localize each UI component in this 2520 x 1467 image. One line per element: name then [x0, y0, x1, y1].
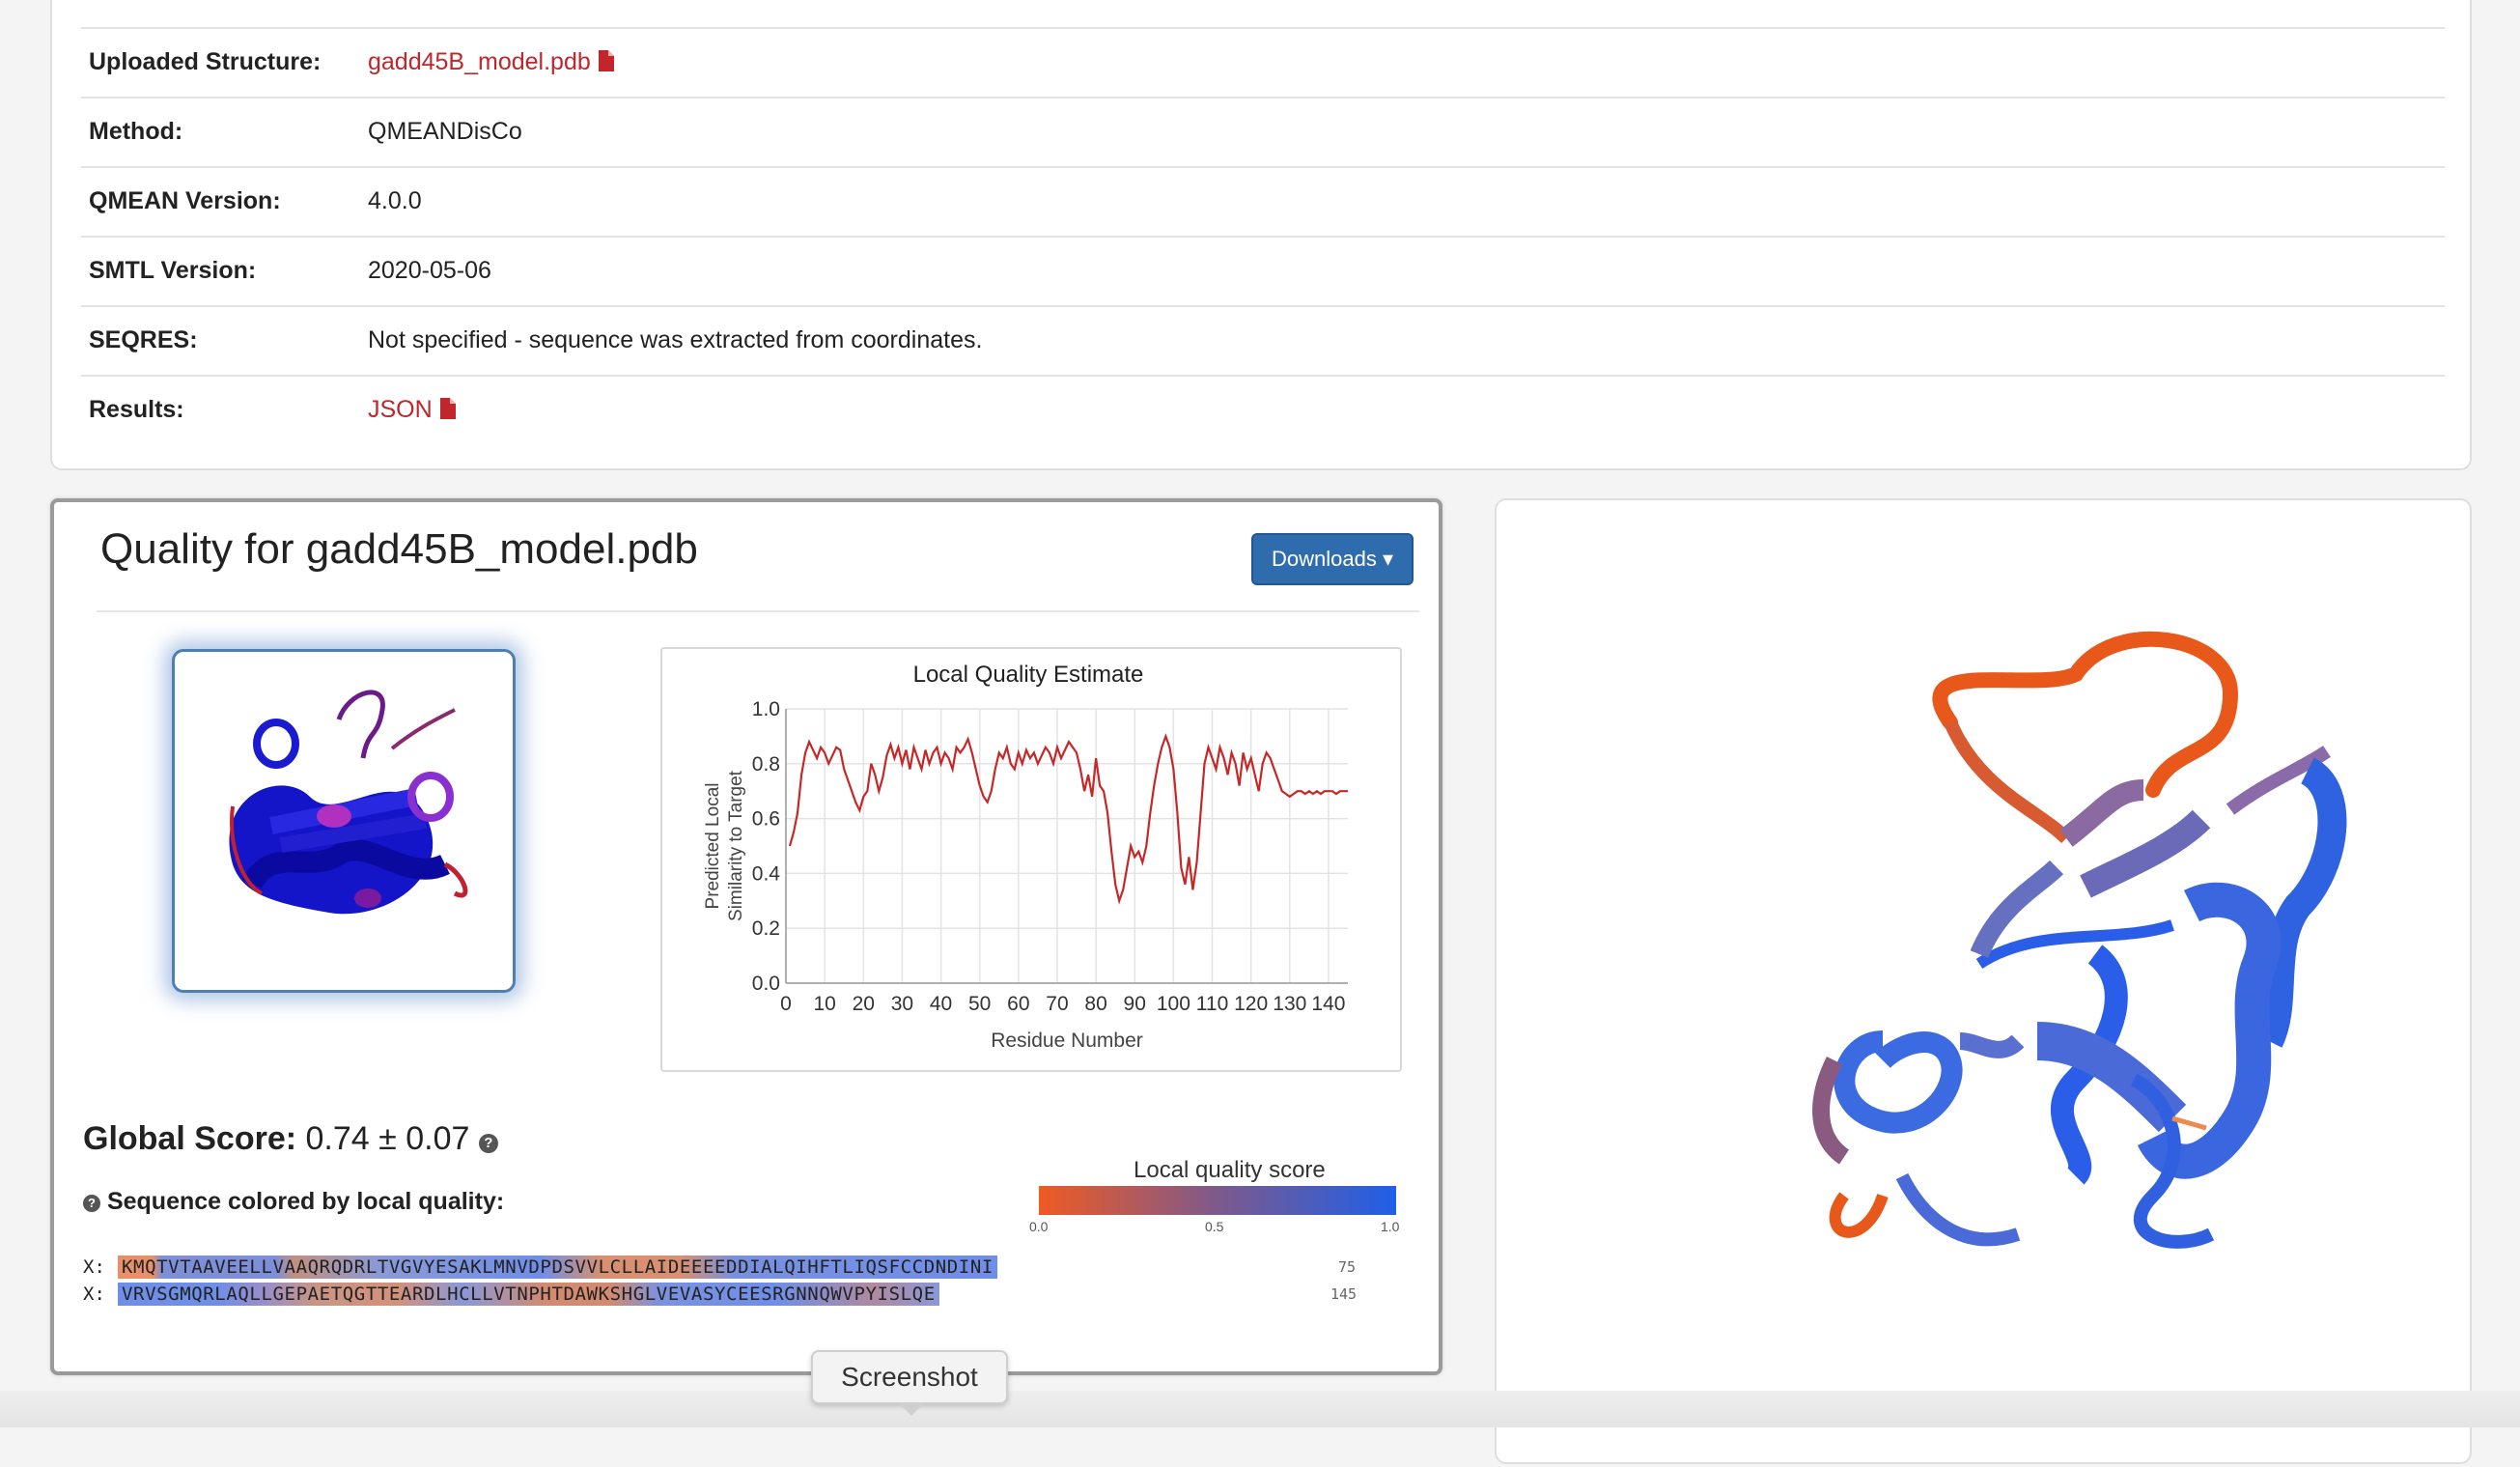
info-label: QMEAN Version:: [89, 187, 281, 214]
chart-title: Local Quality Estimate: [913, 662, 1144, 688]
structure-thumbnail[interactable]: [172, 649, 516, 993]
x-tick-label: 130: [1273, 993, 1306, 1015]
info-row: QMEAN Version: 4.0.0: [81, 166, 2445, 236]
x-axis-label: Residue Number: [991, 1030, 1143, 1052]
info-row: SMTL Version: 2020-05-06: [81, 236, 2445, 305]
y-tick-label: 0.2: [752, 917, 780, 940]
legend-gradient-bar: [1039, 1186, 1396, 1215]
quality-panel: Quality for gadd45B_model.pdb Downloads …: [50, 498, 1442, 1375]
x-tick-label: 70: [1046, 993, 1068, 1015]
file-icon: [439, 398, 456, 419]
info-row: SEQRES: Not specified - sequence was extr…: [81, 305, 2445, 375]
legend-tick-max: 1.0: [1381, 1219, 1400, 1234]
info-value: Not specified - sequence was extracted f…: [368, 326, 982, 354]
info-label: SEQRES:: [89, 326, 198, 353]
global-score-value: 0.74 ± 0.07: [305, 1120, 470, 1157]
y-tick-label: 0.4: [752, 862, 781, 885]
x-tick-label: 40: [930, 993, 952, 1015]
y-tick-label: 0.6: [752, 808, 780, 831]
y-tick-label: 1.0: [752, 698, 780, 720]
help-icon[interactable]: ?: [83, 1195, 100, 1212]
info-label: Uploaded Structure:: [89, 48, 322, 75]
sequence-text[interactable]: KMQTVTAAVEELLVAAQRQDRLTVGVYESAKLMNVDPDSV…: [118, 1255, 997, 1279]
x-tick-label: 100: [1157, 993, 1190, 1015]
info-row: Method: QMEANDisCo: [81, 97, 2445, 166]
sequence-line-1: X: KMQTVTAAVEELLVAAQRQDRLTVGVYESAKLMNVDPD…: [83, 1255, 997, 1279]
tooltip-arrow: [898, 1402, 925, 1416]
legend-tick-min: 0.0: [1029, 1219, 1049, 1234]
file-icon: [598, 50, 614, 71]
sequence-heading: ? Sequence colored by local quality:: [83, 1188, 504, 1216]
x-tick-label: 60: [1007, 993, 1029, 1015]
screenshot-tooltip: Screenshot: [811, 1350, 1008, 1404]
legend-tick-mid: 0.5: [1205, 1219, 1224, 1234]
x-tick-label: 0: [780, 993, 792, 1015]
bottom-bar: [0, 1391, 2520, 1427]
info-value-text: Not specified - sequence was extracted f…: [368, 326, 983, 353]
y-tick-label: 0.0: [752, 973, 780, 995]
sequence-end-number: 75: [1338, 1258, 1357, 1276]
x-tick-label: 90: [1124, 993, 1146, 1015]
x-tick-label: 20: [853, 993, 875, 1015]
global-score-label: Global Score:: [83, 1120, 297, 1157]
info-value-text: QMEANDisCo: [368, 118, 522, 145]
info-label: Results:: [89, 396, 184, 423]
x-tick-label: 10: [813, 993, 835, 1015]
sequence-line-2: X: VRVSGMQRLAQLLGEPAETQGTTEARDLHCLLVTNPHT…: [83, 1283, 939, 1306]
info-value-text: 2020-05-06: [368, 257, 491, 284]
x-tick-label: 140: [1311, 993, 1345, 1015]
sequence-heading-label: Sequence colored by local quality:: [106, 1188, 505, 1215]
help-icon[interactable]: ?: [478, 1134, 498, 1153]
structure-info-panel: Uploaded Structure: gadd45B_model.pdb Meth…: [50, 0, 2472, 470]
y-tick-label: 0.8: [752, 753, 780, 776]
info-value: QMEANDisCo: [368, 118, 522, 146]
y-axis-label: Predicted Local Similarity to Target: [703, 770, 746, 921]
info-label: Method:: [89, 118, 183, 145]
chain-label: X:: [83, 1256, 105, 1278]
sequence-end-number: 145: [1330, 1285, 1358, 1303]
local-quality-chart: Local Quality Estimate 0.0 0.2 0.4 0.6 0.8 1.0…: [660, 647, 1402, 1072]
chain-label: X:: [83, 1284, 105, 1305]
legend-title: Local quality score: [1134, 1157, 1326, 1183]
x-tick-label: 30: [891, 993, 913, 1015]
chart-svg: Local Quality Estimate 0.0 0.2 0.4 0.6 0.8 1.0…: [703, 662, 1348, 1052]
x-tick-label: 80: [1084, 993, 1106, 1015]
x-tick-label: 50: [968, 993, 991, 1015]
info-link[interactable]: gadd45B_model.pdb: [368, 48, 614, 76]
info-label: SMTL Version:: [89, 257, 257, 284]
quality-line: [788, 733, 1348, 905]
protein-3d-viewer: [1812, 631, 2347, 1249]
info-value: 2020-05-06: [368, 257, 491, 285]
structure-viewer[interactable]: [1495, 498, 2472, 1464]
divider: [97, 610, 1419, 612]
protein-thumbnail-image: [229, 690, 468, 915]
info-link[interactable]: JSON: [368, 396, 456, 424]
info-row: Uploaded Structure: gadd45B_model.pdb: [81, 27, 2445, 97]
x-tick-label: 120: [1234, 993, 1268, 1015]
info-value-text: 4.0.0: [368, 187, 422, 214]
info-row: Results: JSON: [81, 375, 2445, 444]
downloads-button[interactable]: Downloads ▾: [1251, 533, 1414, 585]
sequence-text[interactable]: VRVSGMQRLAQLLGEPAETQGTTEARDLHCLLVTNPHTDA…: [118, 1283, 939, 1306]
x-tick-label: 110: [1196, 993, 1228, 1015]
global-score: Global Score: 0.74 ± 0.07 ?: [83, 1120, 498, 1158]
info-value: 4.0.0: [368, 187, 422, 215]
quality-title: Quality for gadd45B_model.pdb: [100, 525, 698, 573]
info-value-text[interactable]: gadd45B_model.pdb: [368, 48, 591, 75]
info-value-text[interactable]: JSON: [368, 396, 433, 423]
